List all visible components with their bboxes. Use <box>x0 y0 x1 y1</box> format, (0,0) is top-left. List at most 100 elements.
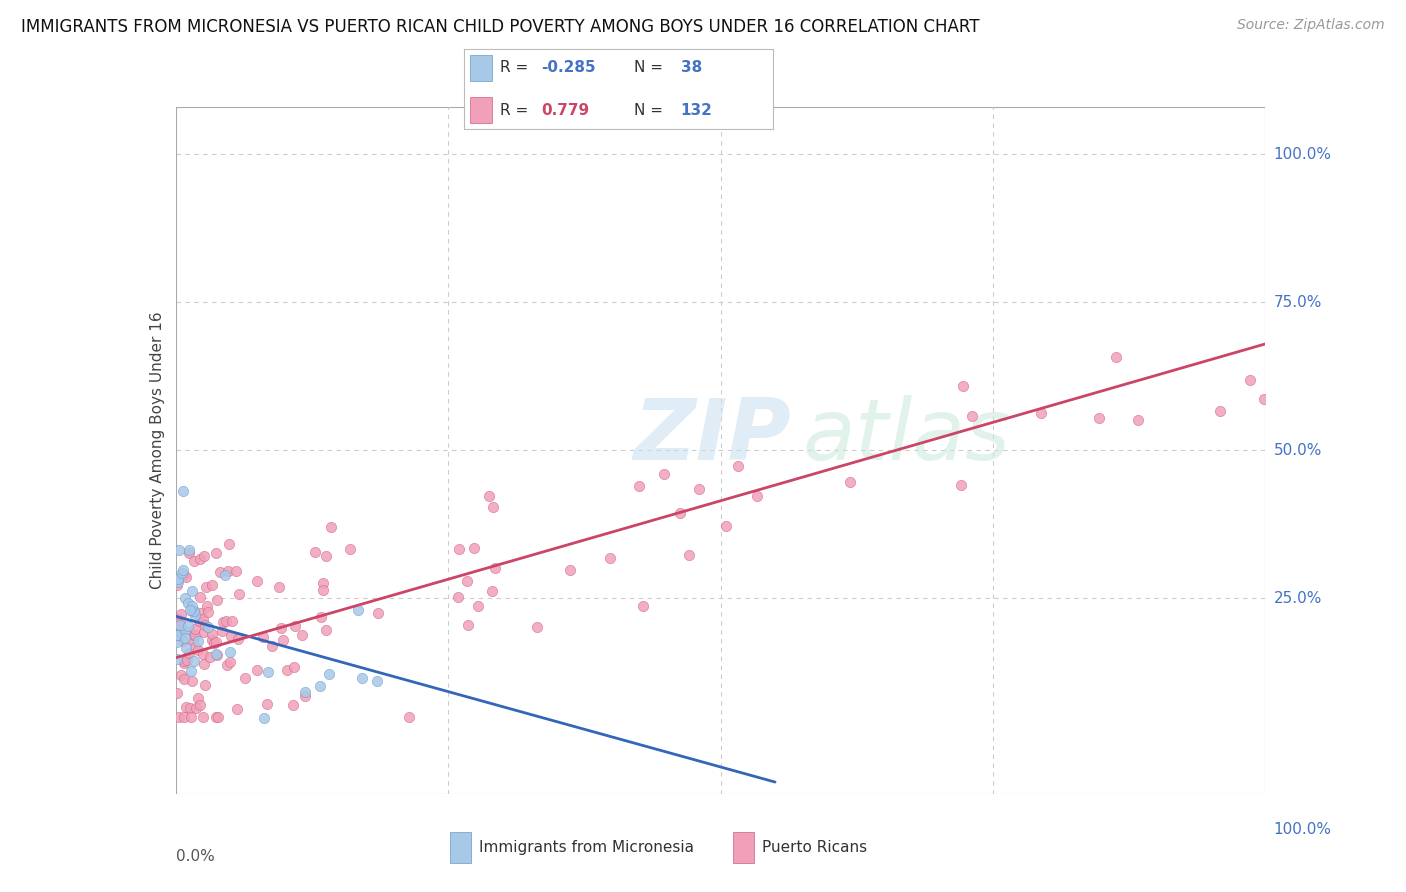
Text: 100.0%: 100.0% <box>1274 147 1331 162</box>
Point <box>169 615 191 630</box>
Point <box>1208 404 1230 418</box>
Point <box>309 610 332 624</box>
Point <box>366 673 388 688</box>
Point <box>457 618 479 632</box>
Point <box>174 570 197 584</box>
Text: 38: 38 <box>681 61 702 76</box>
Point <box>207 593 229 607</box>
Point <box>202 636 225 650</box>
Point <box>193 657 215 672</box>
Point <box>174 641 197 656</box>
Point <box>318 667 340 681</box>
Bar <box>450 831 471 863</box>
Point <box>207 710 229 724</box>
Point <box>478 490 501 504</box>
Text: -0.285: -0.285 <box>541 61 596 76</box>
Point <box>197 605 219 619</box>
Point <box>212 615 235 630</box>
Text: 25.0%: 25.0% <box>1274 591 1322 606</box>
Point <box>205 648 228 662</box>
Point <box>169 618 191 632</box>
Point <box>173 656 195 670</box>
Point <box>169 607 191 622</box>
Point <box>1253 392 1275 406</box>
Point <box>1239 373 1261 387</box>
Point <box>181 674 204 689</box>
Point <box>467 599 489 614</box>
Point <box>194 618 217 632</box>
Point <box>221 614 243 628</box>
Point <box>173 672 195 686</box>
Point <box>311 576 333 591</box>
Point <box>350 672 373 686</box>
Point <box>226 632 249 646</box>
Point <box>960 409 983 424</box>
Text: atlas: atlas <box>803 395 1011 478</box>
Point <box>179 603 201 617</box>
Point <box>180 664 202 678</box>
Point <box>172 634 194 648</box>
Point <box>214 568 236 582</box>
Point <box>714 519 737 533</box>
Text: R =: R = <box>499 61 527 76</box>
Point <box>669 506 692 520</box>
Point <box>1029 406 1052 420</box>
Point <box>166 612 188 626</box>
Point <box>167 628 190 642</box>
Point <box>166 572 188 586</box>
Bar <box>470 97 492 123</box>
Point <box>283 659 305 673</box>
Point <box>188 552 211 566</box>
Point <box>291 628 314 642</box>
Point <box>170 566 193 581</box>
Point <box>194 678 217 692</box>
Point <box>170 667 193 681</box>
Point <box>246 663 269 677</box>
Point <box>194 580 217 594</box>
Point <box>839 475 862 489</box>
Point <box>170 624 193 638</box>
Point <box>201 626 224 640</box>
Point <box>558 563 581 577</box>
Point <box>173 710 195 724</box>
Point <box>184 607 207 622</box>
Point <box>193 625 215 640</box>
Point <box>184 623 207 637</box>
Point <box>688 482 710 496</box>
Text: Puerto Ricans: Puerto Ricans <box>762 840 868 855</box>
Point <box>631 599 654 613</box>
Point <box>191 710 214 724</box>
Text: N =: N = <box>634 103 664 118</box>
Point <box>219 655 242 669</box>
Point <box>166 628 188 642</box>
Point <box>179 646 201 660</box>
Point <box>269 580 291 594</box>
Point <box>219 629 242 643</box>
Text: 132: 132 <box>681 103 713 118</box>
Point <box>281 698 304 713</box>
Point <box>217 657 239 672</box>
Point <box>173 591 195 605</box>
Point <box>311 583 333 598</box>
Point <box>482 500 505 514</box>
Point <box>166 578 188 592</box>
Point <box>463 541 485 555</box>
Point <box>398 710 420 724</box>
Point <box>191 612 214 626</box>
Point <box>183 554 205 568</box>
Point <box>205 546 228 560</box>
Point <box>252 630 274 644</box>
Point <box>176 653 198 667</box>
Point <box>184 627 207 641</box>
Point <box>256 697 278 711</box>
Text: 0.0%: 0.0% <box>176 849 215 863</box>
Point <box>599 550 621 565</box>
Point <box>167 543 190 558</box>
Point <box>172 563 194 577</box>
Point <box>256 665 278 679</box>
Point <box>228 587 250 601</box>
Point <box>188 614 211 628</box>
Text: Immigrants from Micronesia: Immigrants from Micronesia <box>479 840 695 855</box>
Point <box>484 561 506 575</box>
Point <box>745 489 768 503</box>
